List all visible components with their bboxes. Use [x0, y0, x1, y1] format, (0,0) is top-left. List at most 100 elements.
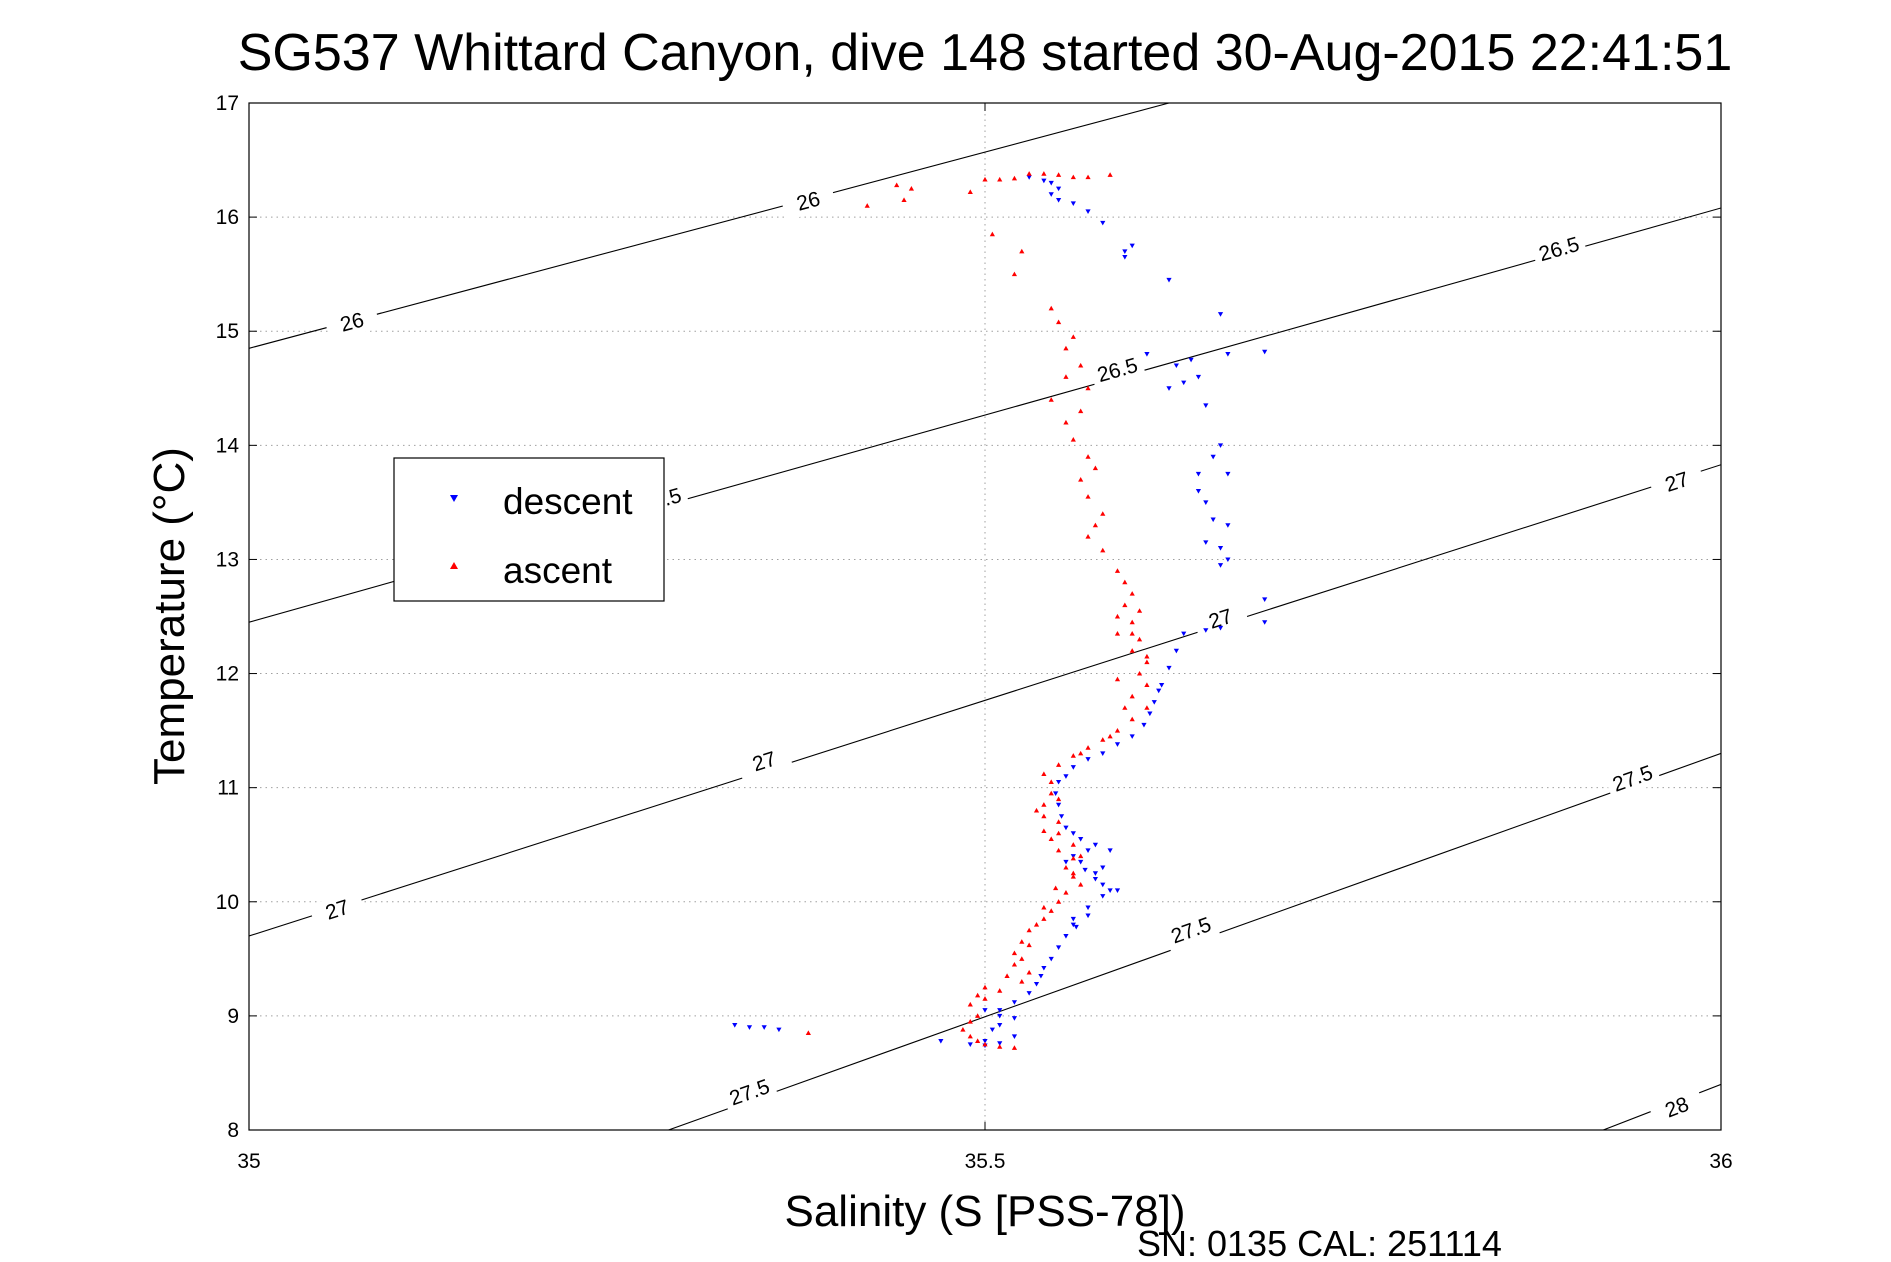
descent-point [1063, 774, 1069, 779]
descent-point [1011, 1016, 1018, 1021]
descent-point [761, 1025, 767, 1030]
ascent-point [1070, 753, 1076, 758]
ascent-point [1026, 927, 1032, 933]
ascent-point [901, 197, 907, 202]
ascent-point [1136, 636, 1143, 642]
ascent-point [1144, 705, 1150, 710]
ascent-point [1011, 1045, 1018, 1050]
ascent-point [1129, 693, 1135, 699]
descent-point [1107, 848, 1113, 854]
ascent-point [1070, 437, 1076, 442]
descent-point [1041, 178, 1047, 184]
ascent-point [1004, 973, 1010, 978]
descent-point [1070, 922, 1076, 928]
ascent-point [1078, 882, 1084, 887]
descent-point [982, 1008, 988, 1013]
descent-point [1262, 620, 1268, 625]
descent-point [1114, 742, 1121, 747]
ascent-point [1048, 790, 1054, 796]
ascent-point [1063, 374, 1069, 379]
ascent-point [1085, 174, 1091, 180]
ascent-point [1070, 842, 1076, 847]
descent-point [1085, 905, 1091, 911]
ascent-point [975, 1013, 981, 1018]
ascent-point [1019, 939, 1025, 944]
descent-point [1203, 628, 1209, 633]
ascent-point [1100, 737, 1106, 742]
ascent-point [1129, 716, 1135, 722]
ascent-point [967, 1018, 973, 1024]
descent-point [1053, 791, 1059, 796]
x-tick-label: 35 [237, 1150, 260, 1173]
ascent-point [975, 992, 981, 998]
descent-point [1166, 386, 1172, 391]
descent-point [1159, 682, 1165, 688]
ascent-point [982, 1041, 988, 1047]
descent-point [1078, 837, 1084, 842]
descent-point [1195, 471, 1202, 477]
ascent-point [1070, 174, 1076, 180]
descent-point [1100, 751, 1106, 757]
descent-point [1166, 277, 1172, 283]
ascent-point [1026, 969, 1032, 975]
descent-point [1203, 403, 1209, 408]
ascent-point [997, 176, 1003, 182]
descent-point [1056, 186, 1062, 192]
ascent-point [1129, 591, 1135, 596]
contour-label-background [720, 1071, 779, 1114]
descent-point [732, 1023, 738, 1028]
ascent-point [975, 1038, 981, 1043]
descent-point [1210, 454, 1216, 460]
ascent-point [1078, 362, 1084, 368]
descent-point [1262, 349, 1268, 355]
descent-point [1195, 488, 1202, 494]
descent-point [1122, 255, 1128, 260]
descent-point [1078, 859, 1084, 865]
ascent-point [1048, 908, 1054, 913]
descent-point [1058, 814, 1065, 819]
descent-point [1100, 220, 1106, 226]
ascent-point [1056, 762, 1062, 767]
descent-point [1225, 352, 1231, 357]
ascent-point [1085, 454, 1091, 459]
ascent-point [1129, 631, 1135, 636]
descent-point [1166, 665, 1172, 671]
ascent-point [967, 1033, 973, 1039]
ascent-point [1033, 807, 1040, 813]
contour-label-background [1088, 350, 1147, 390]
descent-point [1070, 916, 1076, 922]
ascent-point [1136, 608, 1143, 613]
descent-point [997, 1008, 1003, 1013]
ascent-point [1056, 819, 1062, 824]
ascent-point [1019, 979, 1025, 984]
ascent-point [1122, 705, 1128, 710]
ascent-point [1056, 830, 1062, 836]
descent-point [776, 1027, 782, 1033]
ascent-point [1019, 956, 1025, 961]
ascent-point [1056, 899, 1062, 904]
ascent-point [1085, 385, 1091, 391]
ascent-point [1078, 750, 1084, 756]
descent-point [1085, 848, 1091, 854]
descent-point [1092, 842, 1098, 848]
ascent-point [1070, 874, 1076, 879]
ascent-point [1085, 494, 1091, 499]
y-axis-label: Temperature (°C) [145, 447, 194, 785]
descent-point [1082, 867, 1088, 873]
legend-descent-marker [450, 495, 458, 502]
descent-point [1114, 888, 1121, 893]
ascent-point [1092, 522, 1098, 528]
ascent-point [1129, 648, 1135, 653]
descent-point [1203, 540, 1209, 545]
isopycnal-line-26 [249, 103, 1170, 349]
descent-point [1217, 563, 1224, 568]
descent-point [1070, 765, 1076, 770]
descent-point [982, 1038, 988, 1044]
ascent-point [1107, 733, 1113, 739]
descent-point [1156, 688, 1162, 694]
descent-point [967, 1042, 973, 1048]
chart-title: SG537 Whittard Canyon, dive 148 started … [238, 24, 1733, 82]
ascent-point [1114, 568, 1121, 573]
ascent-point [1144, 682, 1150, 687]
